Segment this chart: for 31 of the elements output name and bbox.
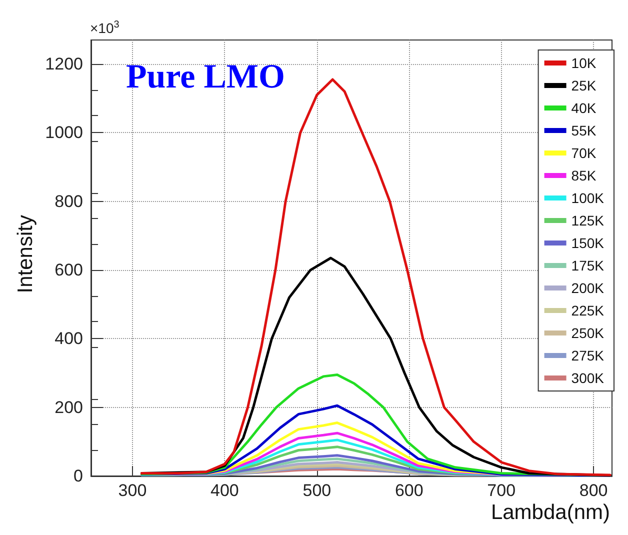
annotation: Pure LMO: [126, 58, 285, 96]
y-tick-label: 800: [54, 192, 83, 211]
x-tick-label: 300: [118, 481, 147, 500]
x-axis-title: Lambda(nm): [490, 501, 610, 524]
legend-label: 150K: [571, 235, 605, 251]
y-tick-label: 0: [74, 466, 83, 486]
y-tick-label: 400: [54, 329, 83, 348]
legend-label: 250K: [571, 325, 605, 341]
legend-label: 40K: [571, 100, 597, 116]
legend-label: 85K: [571, 168, 597, 184]
x-tick-label: 500: [302, 481, 332, 500]
x-tick-label: 700: [487, 481, 516, 500]
y-tick-label: 1000: [45, 123, 83, 142]
y-tick-label: 200: [54, 398, 83, 417]
legend-label: 55K: [571, 122, 597, 138]
legend-label: 100K: [571, 190, 605, 206]
legend-label: 275K: [571, 348, 605, 364]
legend-label: 10K: [571, 55, 597, 71]
x-tick-label: 400: [210, 481, 239, 500]
x-tick-label: 800: [579, 481, 608, 500]
legend-label: 125K: [571, 212, 605, 228]
y-axis-title: Intensity: [14, 214, 37, 294]
y-tick-label: 600: [54, 260, 83, 280]
legend-label: 175K: [571, 258, 605, 274]
legend-label: 225K: [571, 302, 605, 318]
legend-label: 300K: [571, 370, 605, 386]
legend-label: 200K: [571, 280, 605, 296]
x-tick-label: 600: [394, 481, 424, 500]
legend-label: 70K: [571, 145, 597, 161]
legend-label: 25K: [571, 78, 597, 94]
y-tick-label: 1200: [45, 54, 83, 74]
